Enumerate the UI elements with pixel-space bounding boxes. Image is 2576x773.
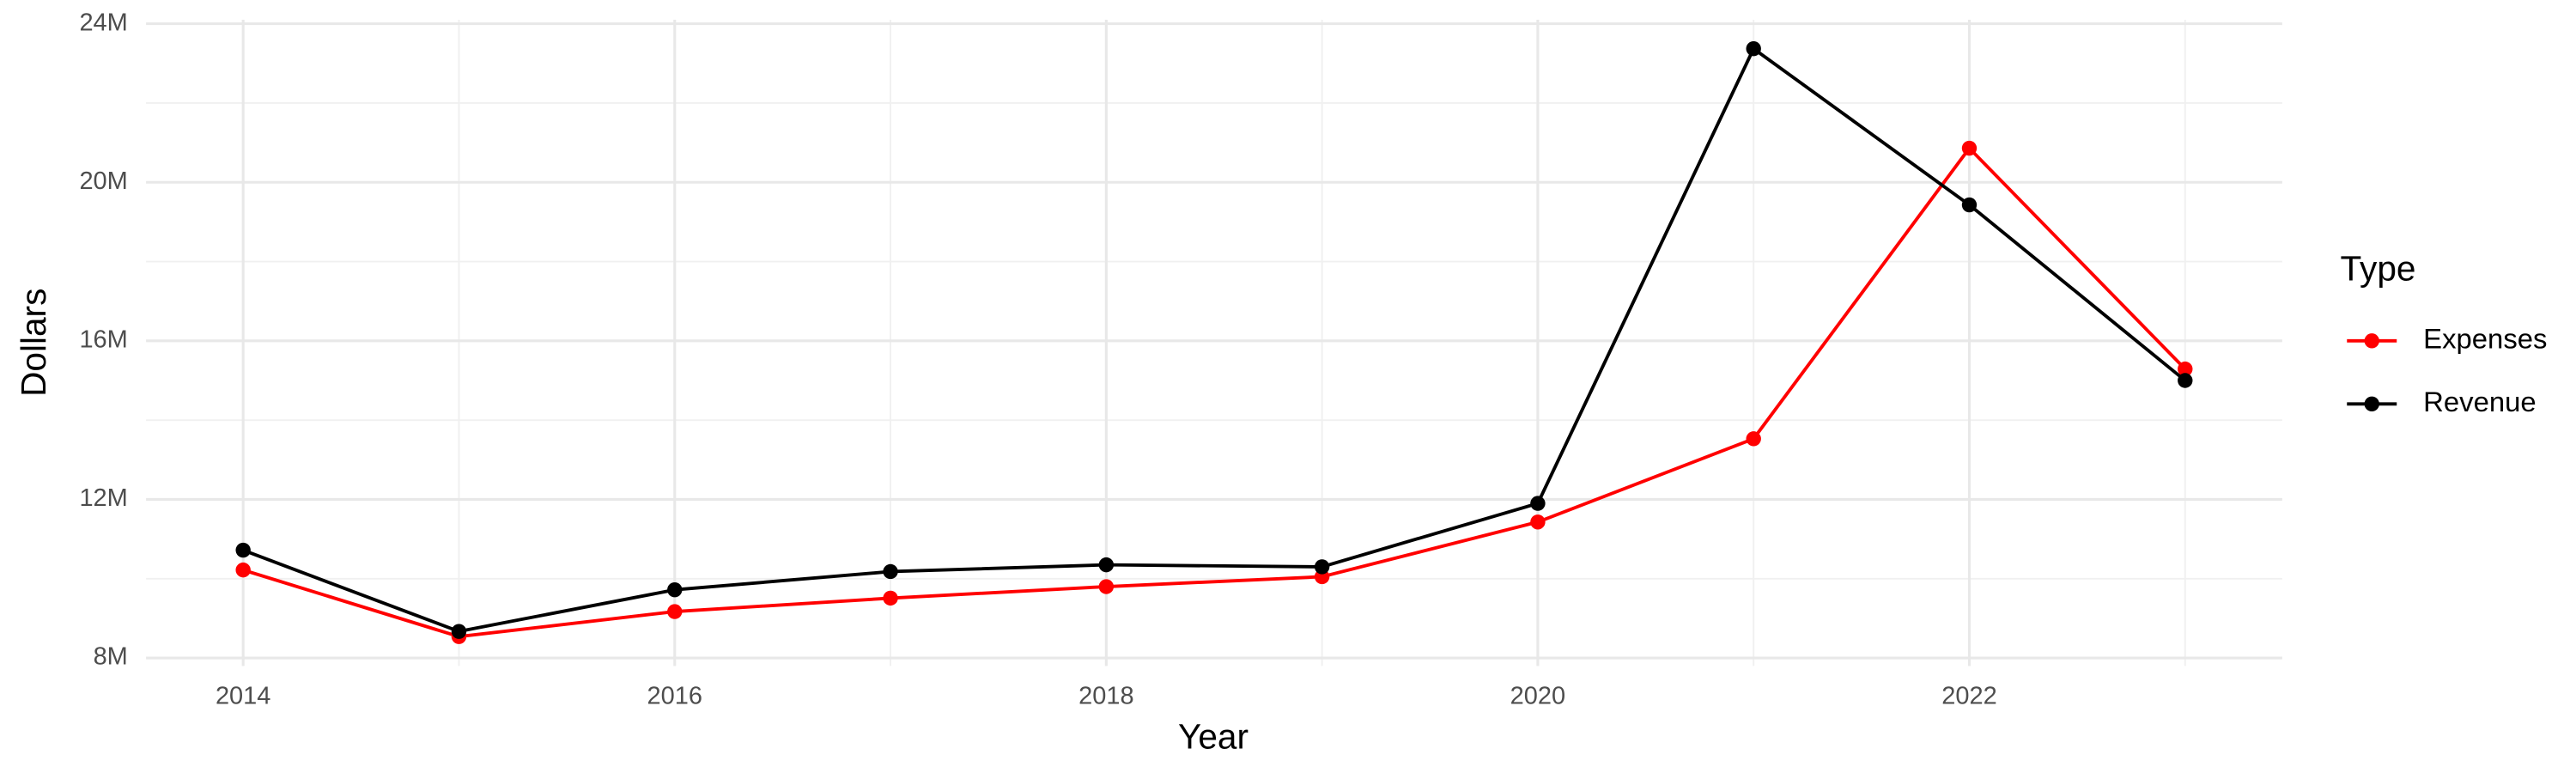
data-point — [1530, 496, 1546, 511]
data-point — [2178, 361, 2193, 377]
data-point — [667, 582, 683, 598]
data-point — [1098, 557, 1115, 573]
x-tick-label: 2014 — [216, 683, 270, 710]
data-point — [235, 542, 251, 558]
y-tick-label: 16M — [79, 326, 127, 354]
x-tick-label: 2020 — [1510, 683, 1565, 710]
data-point — [451, 624, 467, 639]
data-point — [883, 563, 898, 580]
x-tick-label: 2022 — [1941, 683, 1996, 710]
data-point — [1746, 431, 1761, 447]
y-tick-label: 20M — [79, 167, 127, 195]
series-line — [242, 46, 2187, 634]
grid — [146, 20, 2282, 666]
data-point — [1314, 559, 1330, 575]
data-point — [1098, 579, 1115, 594]
x-tick-label: 2016 — [647, 683, 702, 710]
y-tick-label: 24M — [79, 9, 127, 36]
y-tick-label: 12M — [79, 484, 127, 512]
x-axis-title: Year — [1178, 716, 1249, 756]
data-point — [667, 604, 683, 619]
data-point — [2178, 373, 2193, 388]
series-line — [242, 145, 2187, 639]
data-point — [1961, 140, 1978, 156]
legend-title: Type — [2341, 248, 2416, 288]
data-point — [1530, 514, 1546, 530]
legend-key-point — [2364, 396, 2379, 411]
data-point — [1746, 40, 1761, 57]
y-axis-title: Dollars — [14, 289, 53, 397]
data-point — [883, 590, 898, 606]
legend-key-point — [2364, 333, 2379, 349]
legend-label: Expenses — [2423, 323, 2547, 355]
legend-label: Revenue — [2423, 386, 2537, 417]
y-tick-label: 8M — [94, 643, 128, 671]
data-point — [1961, 197, 1978, 213]
data-point — [235, 562, 251, 578]
x-tick-label: 2018 — [1078, 683, 1133, 710]
